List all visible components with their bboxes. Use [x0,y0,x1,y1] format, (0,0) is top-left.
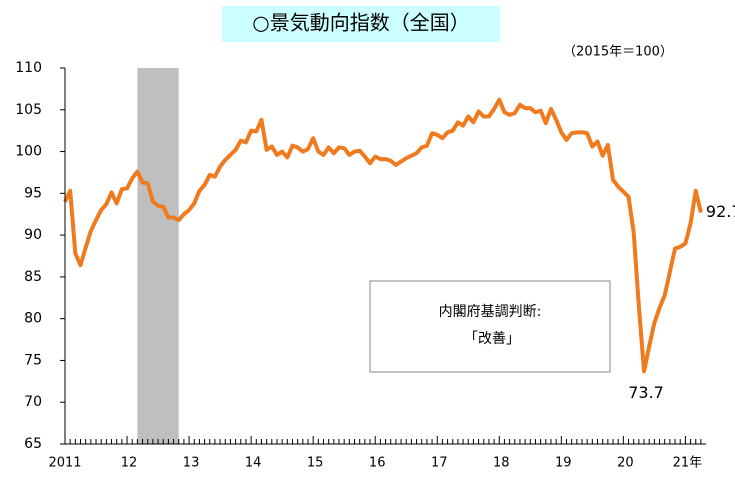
point-label: 92.7 [706,202,735,221]
x-tick-label: 17 [431,456,448,471]
x-tick-label: 14 [245,456,262,471]
y-tick-label: 105 [15,102,42,118]
x-tick-label: 15 [307,456,324,471]
x-tick-label: 21年 [673,456,703,471]
box-text: 「改善」 [464,331,520,347]
x-tick-label: 2011 [48,456,81,471]
y-tick-label: 65 [24,436,42,452]
chart-title: ○景気動向指数（全国） [252,11,469,35]
x-tick-label: 18 [493,456,510,471]
x-tick-label: 12 [121,456,138,471]
y-tick-label: 95 [24,185,42,201]
x-tick-label: 20 [617,456,634,471]
x-tick-label: 16 [369,456,386,471]
subtitle: （2015年＝100） [563,45,673,60]
box-text: 内閣府基調判断: [439,303,542,320]
shaded-period [137,68,179,444]
y-tick-label: 110 [15,60,42,76]
data-line [63,97,703,374]
y-tick-label: 90 [24,227,42,243]
y-tick-label: 80 [24,311,42,327]
point-label: 73.7 [628,383,664,402]
y-tick-label: 70 [24,394,42,410]
annotation-box [369,280,611,373]
title-background [222,6,500,42]
y-tick-label: 85 [24,269,42,285]
y-tick-label: 75 [24,352,42,368]
x-tick-label: 19 [555,456,572,471]
x-tick-label: 13 [183,456,200,471]
y-tick-label: 100 [15,144,42,160]
